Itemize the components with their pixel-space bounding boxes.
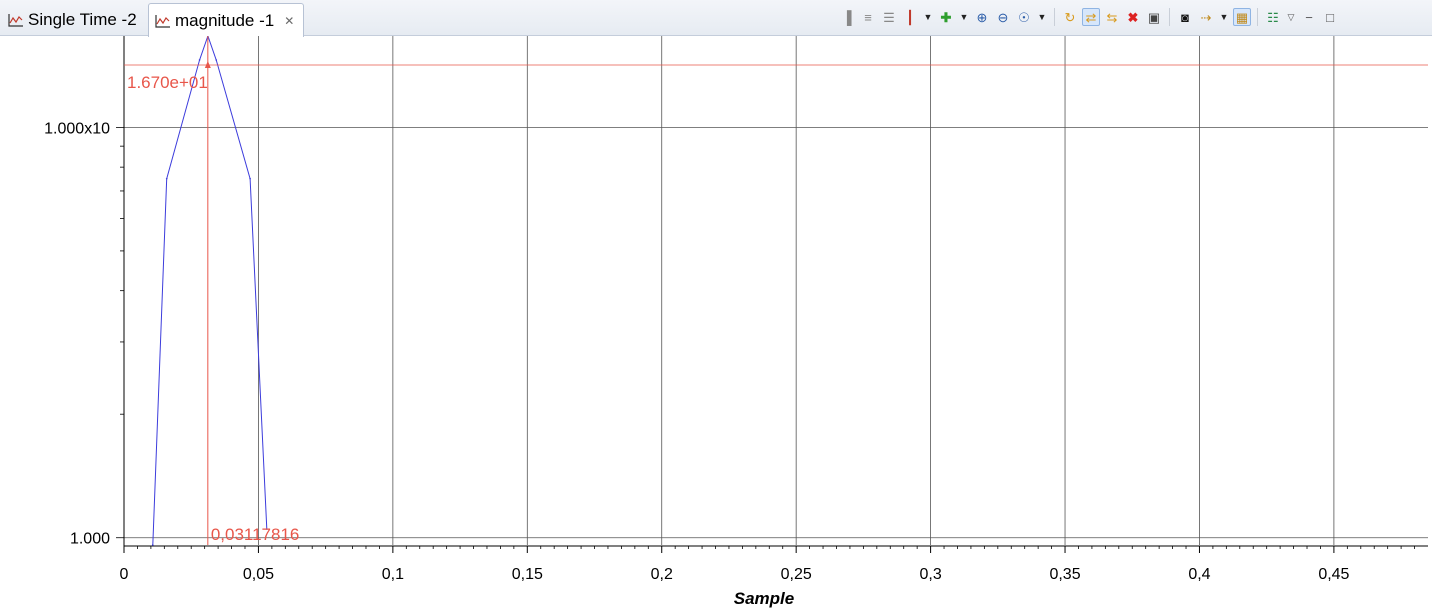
- x-marker-value-label: 0,03117816: [211, 525, 300, 544]
- data-point: [215, 59, 218, 61]
- tab-label: magnitude -1: [175, 10, 275, 30]
- dropdown-arrow-icon[interactable]: ▼: [959, 11, 969, 22]
- dropdown-arrow-icon[interactable]: ▼: [1219, 11, 1229, 22]
- minimize-icon[interactable]: −: [1305, 9, 1313, 25]
- data-point: [198, 59, 201, 61]
- zoom-out-icon[interactable]: ⊖: [997, 9, 1009, 25]
- sync-icon[interactable]: ⇄: [1082, 8, 1100, 26]
- data-point: [151, 544, 154, 546]
- marker-peak-arrow: [204, 61, 211, 68]
- list-icon[interactable]: ☷: [1267, 9, 1279, 25]
- chart-markers[interactable]: [124, 36, 1428, 545]
- add-icon[interactable]: ✚: [940, 9, 952, 25]
- x-tick-label: 0,25: [781, 566, 812, 583]
- tab-label: Single Time -2: [28, 10, 137, 29]
- tab-single-time[interactable]: Single Time -2: [2, 4, 148, 36]
- x-tick-label: 0,15: [512, 566, 543, 583]
- chart-line-icon: [8, 14, 23, 27]
- export-icon[interactable]: ▣: [1147, 9, 1161, 25]
- y-tick-label: 1.000x10: [44, 120, 110, 137]
- tab-magnitude[interactable]: magnitude -1 ✕: [148, 3, 304, 37]
- tab-bar: Single Time -2 magnitude -1 ✕ ▐ ≡ ☰ ┃ ▼ …: [0, 0, 1432, 37]
- x-tick-label: 0,1: [382, 566, 404, 583]
- toolbar-separator: [1257, 8, 1258, 26]
- binoculars-icon[interactable]: ◙: [1181, 9, 1189, 25]
- delete-icon[interactable]: ✖: [1127, 9, 1139, 25]
- dropdown-arrow-icon[interactable]: ▼: [923, 11, 933, 22]
- dropdown-arrow-icon[interactable]: ▼: [1037, 11, 1047, 22]
- zoom-in-icon[interactable]: ⊕: [976, 9, 988, 25]
- sync-all-icon[interactable]: ⇆: [1106, 9, 1118, 25]
- align-right-icon[interactable]: ☰: [883, 9, 895, 25]
- chart-series: [151, 36, 268, 546]
- align-center-icon[interactable]: ≡: [864, 9, 872, 25]
- maximize-icon[interactable]: □: [1326, 9, 1334, 25]
- chart-plot-area[interactable]: 0 0,05 0,1 0,15 0,2 0,25 0,3 0,35 0,4 0,45 1.000 1.…: [0, 36, 1432, 612]
- zoom-fit-icon[interactable]: ☉: [1018, 9, 1030, 25]
- toolbar-separator: [1054, 8, 1055, 26]
- chart-grid: [124, 36, 1428, 545]
- align-left-icon[interactable]: ▐: [842, 9, 852, 25]
- y-marker-value-label: 1.670e+01: [127, 73, 208, 92]
- view-menu-icon[interactable]: ▽: [1287, 11, 1295, 22]
- x-axis-title: Sample: [734, 589, 794, 608]
- data-point: [249, 177, 251, 180]
- x-tick-label: 0,35: [1049, 566, 1080, 583]
- x-tick-label: 0,05: [243, 566, 274, 583]
- chart-axes: [116, 36, 1428, 553]
- x-tick-label: 0,4: [1188, 566, 1210, 583]
- data-point: [165, 177, 168, 180]
- y-tick-label: 1.000: [70, 531, 110, 548]
- refresh-icon[interactable]: ↻: [1064, 9, 1076, 25]
- chart-labels: 0 0,05 0,1 0,15 0,2 0,25 0,3 0,35 0,4 0,45 1.000 1.…: [44, 73, 1349, 608]
- toolbar-separator: [1169, 8, 1170, 26]
- series-line: [152, 36, 268, 546]
- data-point: [265, 528, 268, 530]
- markers-icon[interactable]: ┃: [906, 9, 914, 25]
- x-tick-label: 0,3: [919, 566, 941, 583]
- lock-icon[interactable]: ▦: [1233, 8, 1251, 26]
- x-tick-label: 0,45: [1318, 566, 1349, 583]
- chart-line-icon: [155, 14, 170, 28]
- x-tick-label: 0: [120, 566, 129, 583]
- step-icon[interactable]: ⇢: [1200, 9, 1212, 25]
- chart-toolbar: ▐ ≡ ☰ ┃ ▼ ✚ ▼ ⊕ ⊖ ☉ ▼ ↻ ⇄ ⇆ ✖ ▣ ◙ ⇢ ▼ ▦ …: [838, 5, 1339, 29]
- x-tick-label: 0,2: [651, 566, 673, 583]
- close-icon[interactable]: ✕: [284, 13, 295, 28]
